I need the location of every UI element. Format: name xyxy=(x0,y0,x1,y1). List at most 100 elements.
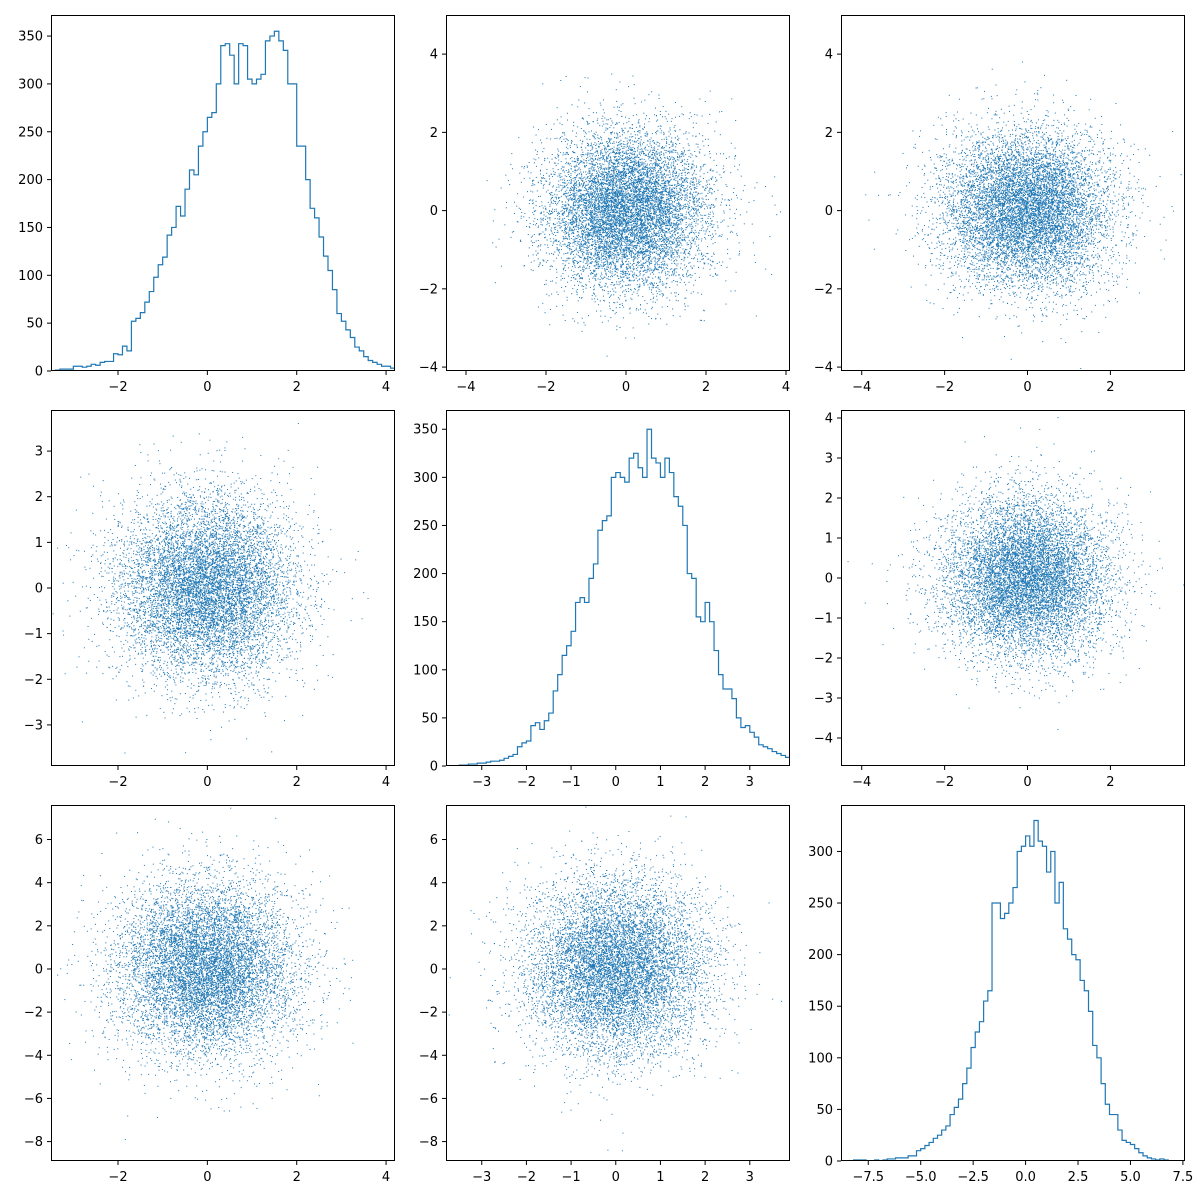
scatter-point xyxy=(698,133,700,135)
scatter-point xyxy=(691,222,693,224)
axes-frame xyxy=(51,15,395,371)
scatter-point xyxy=(649,167,651,169)
scatter-point xyxy=(569,198,571,200)
scatter-point xyxy=(653,216,655,218)
scatter-point xyxy=(620,234,622,236)
scatter-point xyxy=(627,271,629,273)
scatter-point xyxy=(655,188,657,190)
scatter-point xyxy=(740,175,742,177)
scatter-point xyxy=(671,223,673,225)
scatter-point xyxy=(729,208,731,210)
scatter-point xyxy=(626,239,628,241)
scatter-point xyxy=(598,223,600,225)
scatter-point xyxy=(632,190,634,192)
scatter-point xyxy=(639,130,641,132)
scatter-point xyxy=(627,202,629,204)
scatter-point xyxy=(616,224,618,226)
scatter-point xyxy=(626,153,628,155)
scatter-point xyxy=(543,214,545,216)
scatter-point xyxy=(664,149,666,151)
scatter-point xyxy=(635,199,637,201)
scatter-point xyxy=(532,207,534,209)
scatter-point xyxy=(553,199,555,201)
scatter-point xyxy=(669,203,671,205)
scatter-point xyxy=(610,192,612,194)
scatter-point xyxy=(615,183,617,185)
scatter-point xyxy=(576,244,578,246)
scatter-point xyxy=(681,240,683,242)
scatter-point xyxy=(657,230,659,232)
scatter-point xyxy=(546,293,548,295)
scatter-point xyxy=(660,218,662,220)
scatter-point xyxy=(658,229,660,231)
scatter-point xyxy=(670,192,672,194)
scatter-point xyxy=(667,246,669,248)
scatter-point xyxy=(638,200,640,202)
scatter-point xyxy=(688,281,690,283)
scatter-point xyxy=(618,225,620,227)
scatter-point xyxy=(624,127,626,129)
scatter-point xyxy=(585,226,587,227)
scatter-point xyxy=(593,209,595,211)
scatter-point xyxy=(659,155,661,157)
scatter-point xyxy=(544,236,546,238)
scatter-point xyxy=(615,155,617,157)
scatter-point xyxy=(682,234,684,236)
scatter-point xyxy=(644,213,646,215)
scatter-point xyxy=(567,226,569,228)
scatter-point xyxy=(593,265,595,267)
scatter-point xyxy=(617,169,619,171)
scatter-point xyxy=(654,114,656,116)
scatter-point xyxy=(657,218,659,220)
scatter-point xyxy=(644,247,646,249)
scatter-point xyxy=(594,245,596,247)
scatter-point xyxy=(632,154,634,156)
scatter-point xyxy=(610,142,612,144)
scatter-point xyxy=(586,214,588,216)
scatter-point xyxy=(659,159,661,161)
scatter-point xyxy=(632,227,634,229)
scatter-point xyxy=(621,184,623,186)
scatter-point xyxy=(645,198,647,200)
scatter-point xyxy=(677,181,679,183)
scatter-point xyxy=(671,252,673,254)
scatter-point xyxy=(577,261,579,263)
scatter-point xyxy=(586,164,588,166)
scatter-point xyxy=(613,205,615,207)
scatter-point xyxy=(580,249,582,251)
scatter-point xyxy=(575,224,577,226)
scatter-point xyxy=(669,173,671,175)
scatter-point xyxy=(691,193,693,195)
scatter-point xyxy=(640,219,642,221)
scatter-point xyxy=(593,259,595,261)
scatter-point xyxy=(604,276,606,278)
scatter-point xyxy=(606,183,608,185)
scatter-point xyxy=(596,232,598,234)
scatter-point xyxy=(642,265,644,267)
scatter-point xyxy=(620,235,622,237)
scatter-point xyxy=(645,279,647,281)
scatter-point xyxy=(626,269,628,271)
scatter-point xyxy=(684,237,686,239)
scatter-point xyxy=(642,265,644,267)
scatter-point xyxy=(683,216,685,218)
scatter-point xyxy=(568,230,570,232)
scatter-point xyxy=(620,176,622,178)
scatter-point xyxy=(653,224,655,226)
scatter-point xyxy=(632,228,634,230)
scatter-point xyxy=(655,173,657,175)
scatter-point xyxy=(562,154,564,156)
scatter-point xyxy=(646,303,648,305)
scatter-point xyxy=(704,100,706,102)
scatter-point xyxy=(569,249,571,251)
scatter-point xyxy=(667,182,669,184)
scatter-point xyxy=(636,263,638,265)
scatter-point xyxy=(588,230,590,232)
scatter-point xyxy=(655,262,657,264)
scatter-point xyxy=(604,168,606,170)
scatter-point xyxy=(665,217,667,219)
scatter-point xyxy=(702,205,704,207)
scatter-point xyxy=(647,234,649,236)
scatter-point xyxy=(615,167,617,169)
